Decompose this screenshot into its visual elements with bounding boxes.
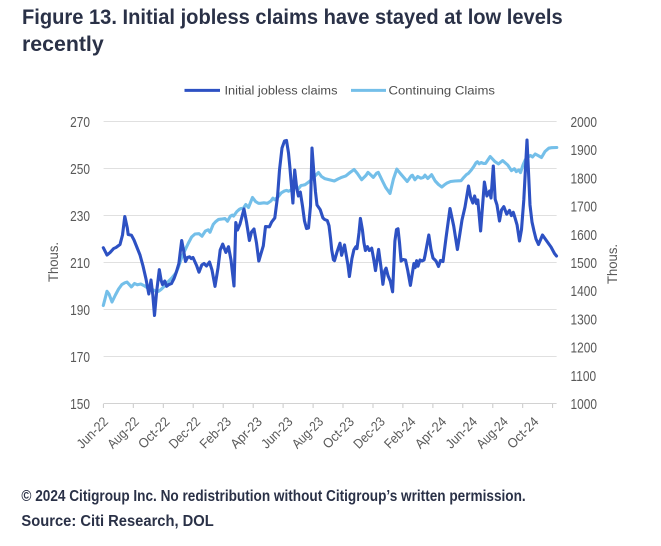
svg-text:Oct-24: Oct-24 — [504, 414, 542, 452]
svg-text:Apr-23: Apr-23 — [227, 414, 264, 451]
svg-text:recently: recently — [22, 33, 104, 56]
svg-text:190: 190 — [70, 302, 90, 318]
svg-text:© 2024 Citigroup Inc. No redis: © 2024 Citigroup Inc. No redistribution … — [21, 488, 525, 505]
svg-text:1800: 1800 — [571, 170, 597, 186]
svg-text:210: 210 — [70, 255, 90, 271]
svg-text:1300: 1300 — [571, 311, 597, 327]
svg-text:Feb-23: Feb-23 — [197, 414, 234, 451]
svg-text:Oct-23: Oct-23 — [320, 414, 357, 451]
svg-text:1000: 1000 — [571, 396, 597, 412]
svg-text:Oct-22: Oct-22 — [135, 414, 172, 451]
svg-text:Feb-24: Feb-24 — [381, 414, 419, 452]
svg-text:1500: 1500 — [571, 255, 597, 271]
svg-text:Dec-23: Dec-23 — [350, 414, 387, 451]
svg-text:Thous.: Thous. — [604, 244, 620, 284]
svg-text:230: 230 — [70, 208, 90, 224]
svg-text:1100: 1100 — [571, 368, 597, 384]
svg-text:1700: 1700 — [571, 198, 597, 214]
svg-text:1400: 1400 — [571, 283, 597, 299]
svg-text:Thous.: Thous. — [45, 242, 61, 282]
svg-text:Jun-24: Jun-24 — [443, 414, 481, 452]
svg-text:1600: 1600 — [571, 227, 597, 243]
svg-text:Source: Citi Research, DOL: Source: Citi Research, DOL — [21, 512, 213, 530]
svg-text:Aug-23: Aug-23 — [289, 414, 326, 451]
svg-text:1200: 1200 — [571, 339, 597, 355]
svg-text:Aug-24: Aug-24 — [473, 414, 511, 452]
svg-text:2000: 2000 — [571, 114, 597, 130]
svg-text:270: 270 — [70, 114, 90, 130]
svg-text:250: 250 — [70, 161, 90, 177]
svg-text:Jun-23: Jun-23 — [258, 414, 295, 451]
svg-text:1900: 1900 — [571, 142, 597, 158]
svg-text:Figure 13. Initial jobless cla: Figure 13. Initial jobless claims have s… — [22, 6, 563, 29]
svg-text:Jun-22: Jun-22 — [74, 414, 111, 451]
svg-text:Continuing Claims: Continuing Claims — [389, 84, 495, 97]
svg-text:170: 170 — [70, 349, 90, 365]
svg-text:Aug-22: Aug-22 — [104, 414, 141, 451]
svg-text:Apr-24: Apr-24 — [412, 414, 450, 452]
svg-text:150: 150 — [70, 396, 90, 412]
svg-text:Dec-22: Dec-22 — [166, 414, 203, 451]
svg-text:Initial jobless claims: Initial jobless claims — [225, 84, 338, 97]
